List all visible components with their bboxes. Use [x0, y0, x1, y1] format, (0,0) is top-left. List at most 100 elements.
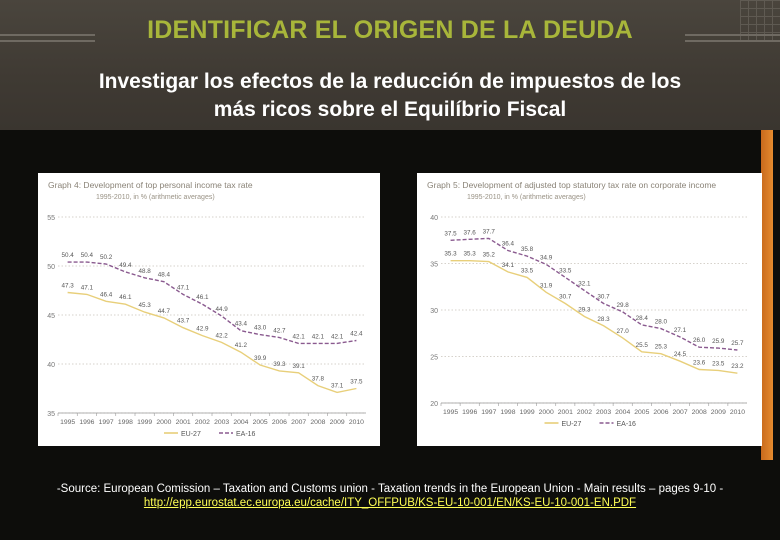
- x-tick-label: 1999: [137, 419, 152, 426]
- x-tick-label: 1996: [79, 419, 94, 426]
- x-tick-label: 2003: [214, 419, 229, 426]
- data-label: 43.4: [235, 321, 248, 328]
- slide-subtitle: Investigar los efectos de la reducción d…: [0, 68, 780, 124]
- legend-label: EA-16: [236, 431, 256, 438]
- data-label: 25.5: [636, 342, 649, 349]
- data-label: 47.3: [61, 282, 74, 289]
- data-label: 33.5: [521, 267, 534, 274]
- decorative-line: [0, 34, 95, 36]
- data-label: 35.3: [464, 251, 477, 258]
- decorative-grid: [740, 0, 780, 40]
- data-label: 34.1: [502, 262, 515, 269]
- data-label: 37.8: [312, 376, 325, 383]
- data-label: 27.0: [617, 328, 630, 335]
- data-label: 48.4: [158, 272, 171, 279]
- slide-header: IDENTIFICAR EL ORIGEN DE LA DEUDA Invest…: [0, 0, 780, 130]
- series-line-eu-27: [67, 291, 357, 394]
- subtitle-line-2: más ricos sobre el Equilíbrio Fiscal: [213, 98, 567, 121]
- x-tick-label: 2006: [272, 419, 287, 426]
- data-label: 43.0: [254, 325, 267, 332]
- data-label: 28.0: [655, 319, 668, 326]
- data-label: 47.1: [81, 284, 94, 291]
- data-label: 29.8: [617, 302, 630, 309]
- data-label: 49.4: [119, 262, 132, 269]
- chart-title: Graph 5: Development of adjusted top sta…: [427, 180, 716, 190]
- data-label: 50.4: [81, 252, 94, 259]
- x-tick-label: 2005: [253, 419, 268, 426]
- chart-panel-income-tax: Graph 4: Development of top personal inc…: [38, 173, 380, 446]
- data-label: 25.3: [655, 344, 668, 351]
- x-tick-label: 2002: [577, 409, 592, 416]
- data-label: 26.0: [693, 337, 706, 344]
- data-label: 23.5: [712, 360, 725, 367]
- x-tick-label: 2008: [310, 419, 325, 426]
- data-label: 39.3: [273, 361, 286, 368]
- data-label: 46.4: [100, 291, 113, 298]
- data-label: 35.2: [483, 252, 496, 259]
- series-line-ea-16: [67, 261, 357, 345]
- data-label: 45.3: [138, 302, 151, 309]
- y-tick-label: 45: [47, 313, 55, 320]
- data-label: 23.2: [731, 363, 744, 370]
- data-label: 42.9: [196, 326, 209, 333]
- data-label: 44.7: [158, 308, 171, 315]
- data-label: 50.4: [61, 252, 74, 259]
- x-tick-label: 2009: [711, 409, 726, 416]
- series-line-eu-27: [450, 259, 738, 374]
- x-tick-label: 1995: [443, 409, 458, 416]
- x-tick-label: 2010: [349, 419, 364, 426]
- data-label: 42.1: [331, 333, 344, 340]
- source-link[interactable]: http://epp.eurostat.ec.europa.eu/cache/I…: [143, 497, 637, 509]
- accent-bar: [761, 130, 773, 460]
- chart-corporate-tax: Graph 5: Development of adjusted top sta…: [427, 180, 747, 428]
- data-label: 47.1: [177, 284, 190, 291]
- y-tick-label: 35: [430, 262, 438, 269]
- y-tick-label: 40: [430, 215, 438, 222]
- slide-title: IDENTIFICAR EL ORIGEN DE LA DEUDA: [147, 16, 633, 44]
- data-label: 48.8: [138, 268, 151, 275]
- data-label: 28.4: [636, 315, 649, 322]
- decorative-line: [685, 40, 780, 42]
- x-tick-label: 1997: [481, 409, 496, 416]
- data-label: 39.9: [254, 355, 267, 362]
- source-text: -Source: European Comission – Taxation a…: [56, 483, 724, 495]
- x-tick-label: 1995: [60, 419, 75, 426]
- data-label: 43.7: [177, 318, 190, 325]
- x-tick-label: 2000: [539, 409, 554, 416]
- x-tick-label: 2003: [596, 409, 611, 416]
- x-tick-label: 2008: [692, 409, 707, 416]
- x-tick-label: 1997: [99, 419, 114, 426]
- x-tick-label: 2004: [615, 409, 630, 416]
- data-label: 28.3: [597, 316, 610, 323]
- data-label: 35.8: [521, 246, 534, 253]
- x-tick-label: 1998: [118, 419, 133, 426]
- legend-label: EU-27: [562, 421, 582, 428]
- data-label: 42.7: [273, 328, 286, 335]
- data-label: 30.7: [559, 293, 572, 300]
- data-label: 23.6: [693, 360, 706, 367]
- y-tick-label: 35: [47, 411, 55, 418]
- y-tick-label: 25: [430, 355, 438, 362]
- data-label: 34.9: [540, 254, 553, 261]
- data-label: 37.5: [444, 230, 457, 237]
- legend-label: EA-16: [617, 421, 637, 428]
- data-label: 25.9: [712, 338, 725, 345]
- data-label: 46.1: [196, 294, 209, 301]
- x-tick-label: 2006: [653, 409, 668, 416]
- subtitle-line-1: Investigar los efectos de la reducción d…: [98, 70, 682, 93]
- chart-panel-corporate-tax: Graph 5: Development of adjusted top sta…: [417, 173, 762, 446]
- data-label: 31.9: [540, 282, 553, 289]
- series-line-ea-16: [450, 237, 738, 351]
- data-label: 42.4: [350, 330, 363, 337]
- data-label: 25.7: [731, 340, 744, 347]
- x-tick-label: 2005: [634, 409, 649, 416]
- chart-subtitle: 1995-2010, in % (arithmetic averages): [96, 194, 215, 201]
- data-label: 42.2: [215, 332, 228, 339]
- x-tick-label: 1998: [500, 409, 515, 416]
- data-label: 27.1: [674, 327, 687, 334]
- data-label: 37.6: [464, 229, 477, 236]
- data-label: 37.5: [350, 379, 363, 386]
- chart-personal-income-tax: Graph 4: Development of top personal inc…: [47, 180, 366, 438]
- x-tick-label: 2001: [176, 419, 191, 426]
- y-tick-label: 40: [47, 362, 55, 369]
